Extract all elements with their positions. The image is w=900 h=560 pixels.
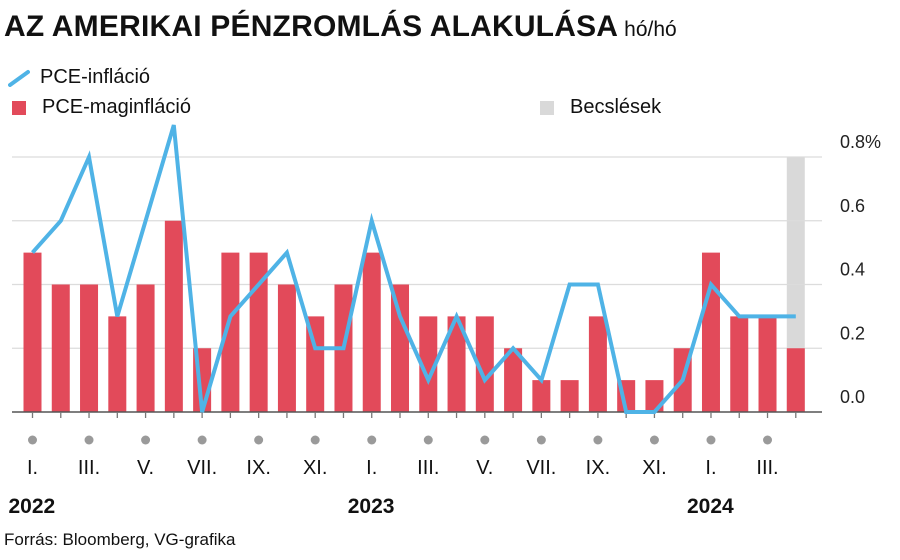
x-tick-label: XI. — [303, 457, 327, 479]
x-tick-label: III. — [417, 457, 439, 479]
x-tick-dot — [28, 435, 37, 445]
y-tick-label: 0.4 — [840, 260, 865, 280]
x-tick-label: VII. — [526, 457, 556, 479]
x-tick-label: I. — [27, 457, 38, 479]
x-tick-label: I. — [705, 457, 716, 479]
bar — [532, 380, 551, 412]
bar — [391, 284, 410, 412]
inflation-line — [31, 124, 796, 414]
legend-item-bar: PCE-maginfláció — [8, 96, 191, 119]
x-tick-label: IX. — [246, 457, 270, 479]
legend-estimate-swatch — [540, 100, 554, 115]
x-tick-dot — [197, 435, 207, 445]
legend-estimate-label: Becslések — [570, 96, 662, 118]
bar — [164, 220, 183, 412]
chart-title-block: AZ AMERIKAI PÉNZROMLÁS ALAKULÁSA hó/hó — [4, 10, 677, 44]
bar — [51, 284, 70, 412]
legend-bar-label: PCE-maginfláció — [42, 96, 191, 118]
legend-item-estimate: Becslések — [536, 96, 661, 119]
x-tick-dot — [141, 435, 151, 445]
bar — [504, 348, 523, 412]
bar — [23, 252, 42, 412]
x-tick-label: V. — [476, 457, 493, 479]
legend-line-label: PCE-infláció — [40, 66, 151, 88]
bar — [588, 316, 607, 412]
y-tick-label: 0.2 — [840, 323, 865, 343]
x-tick-dot — [254, 435, 264, 445]
source-note: Forrás: Bloomberg, VG-grafika — [4, 530, 236, 549]
bar — [108, 316, 127, 412]
x-tick-dot — [480, 435, 490, 445]
x-tick-label: I. — [366, 457, 377, 479]
legend-bar-swatch — [12, 100, 26, 115]
y-tick-label: 0.8% — [840, 132, 881, 152]
bar — [701, 252, 720, 412]
bar — [306, 316, 325, 412]
bar — [786, 348, 805, 412]
legend-item-line: PCE-infláció — [8, 66, 150, 89]
y-tick-label: 0.6 — [840, 196, 865, 216]
bar — [475, 316, 494, 412]
x-tick-dot — [649, 435, 659, 445]
chart-title: AZ AMERIKAI PÉNZROMLÁS ALAKULÁSA — [4, 10, 619, 43]
bar — [136, 284, 155, 412]
y-tick-label: 0.0 — [840, 387, 865, 407]
x-tick-label: IX. — [586, 457, 610, 479]
x-tick-dot — [310, 435, 320, 445]
x-tick-dot — [423, 435, 433, 445]
legend-line-swatch — [8, 69, 30, 87]
x-tick-label: III. — [78, 457, 100, 479]
chart-unit: hó/hó — [624, 18, 677, 41]
bar — [758, 316, 777, 412]
bar — [560, 380, 579, 412]
x-tick-label: III. — [756, 457, 778, 479]
x-tick-label: XI. — [642, 457, 666, 479]
x-tick-label: V. — [137, 457, 154, 479]
year-label: 2024 — [687, 495, 734, 518]
bar — [362, 252, 381, 412]
bar — [80, 284, 99, 412]
x-tick-dot — [84, 435, 94, 445]
x-tick-label: VII. — [187, 457, 217, 479]
year-label: 2022 — [9, 495, 56, 518]
bar — [277, 284, 296, 412]
x-tick-dot — [593, 435, 603, 445]
bar — [447, 316, 466, 412]
bar — [221, 252, 240, 412]
x-tick-dot — [367, 435, 377, 445]
x-tick-dot — [536, 435, 546, 445]
year-label: 2023 — [348, 495, 395, 518]
x-tick-dot — [706, 435, 716, 445]
bar — [730, 316, 749, 412]
bar — [419, 316, 438, 412]
x-tick-dot — [763, 435, 773, 445]
